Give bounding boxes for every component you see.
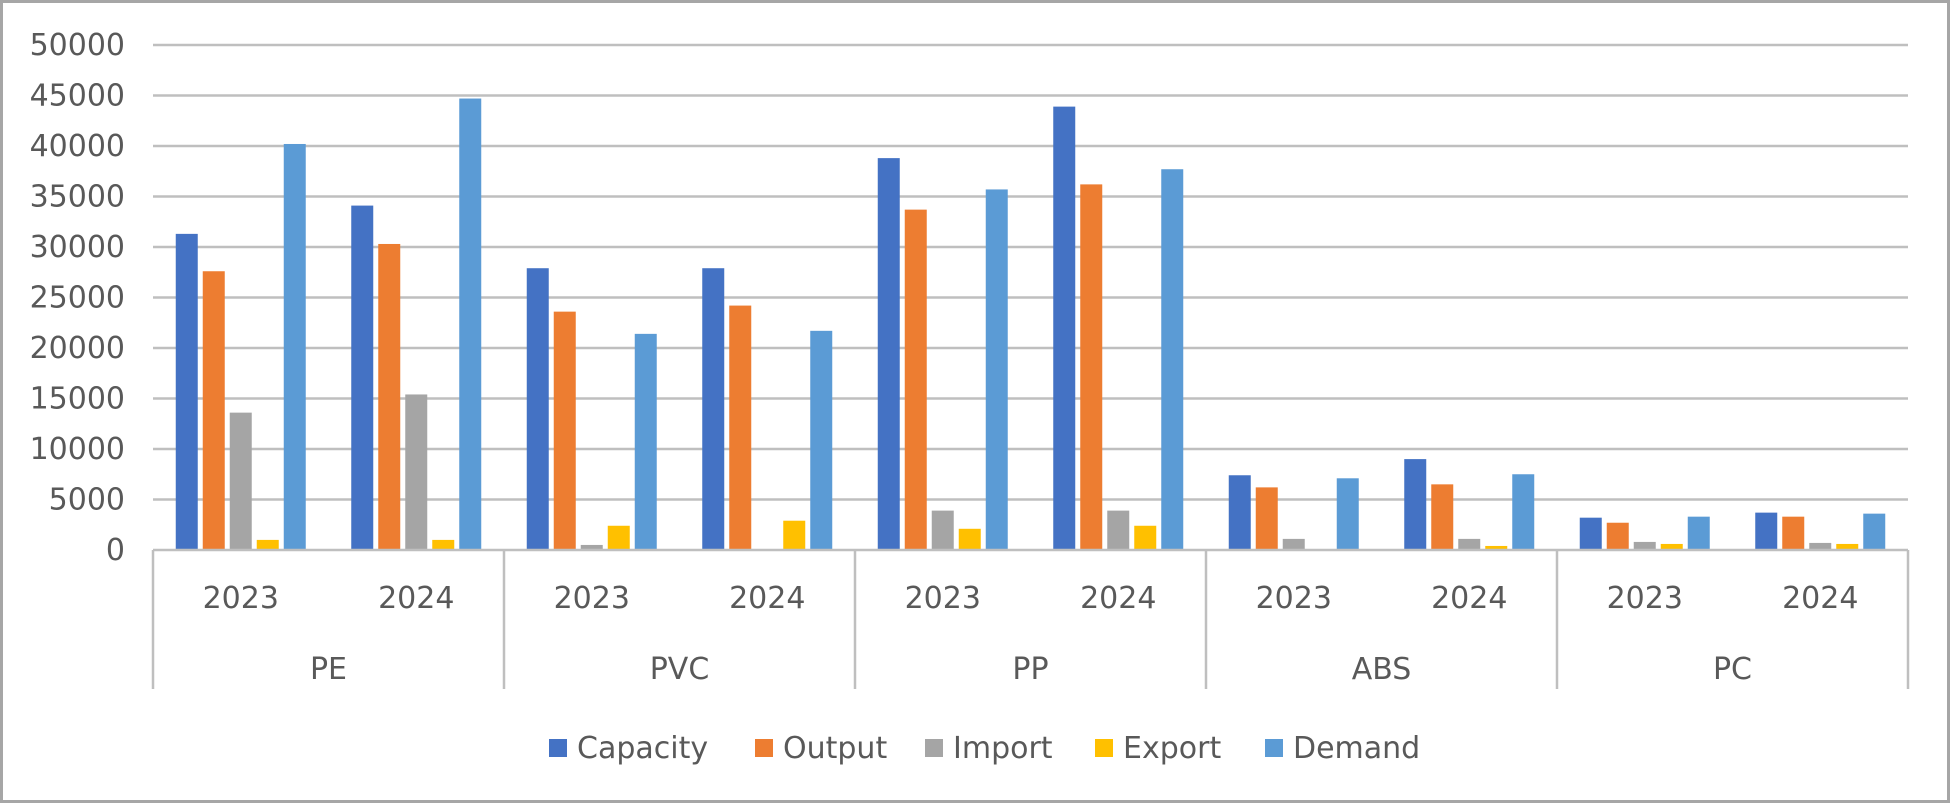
bar-import bbox=[1809, 542, 1832, 550]
x-group-label: PVC bbox=[650, 652, 710, 687]
legend: Capacity Output Import Export Demand bbox=[549, 731, 1420, 766]
bar-export bbox=[607, 525, 630, 550]
bar-demand bbox=[1161, 169, 1184, 551]
x-group-label: PP bbox=[1012, 652, 1048, 687]
bar-export bbox=[256, 539, 279, 550]
bar-output bbox=[1606, 522, 1629, 550]
x-category-label: 2024 bbox=[1431, 581, 1507, 616]
bar-output bbox=[202, 271, 225, 550]
x-category-label: 2023 bbox=[1607, 581, 1683, 616]
x-category-label: 2024 bbox=[729, 581, 805, 616]
y-tick-label: 15000 bbox=[30, 382, 125, 417]
x-category-label: 2023 bbox=[1256, 581, 1332, 616]
bar-import bbox=[1282, 538, 1305, 550]
y-tick-label: 50000 bbox=[30, 28, 125, 63]
bar-demand bbox=[985, 189, 1008, 550]
y-tick-label: 35000 bbox=[30, 180, 125, 215]
bar-capacity bbox=[175, 233, 198, 550]
y-tick-label: 10000 bbox=[30, 432, 125, 467]
bar-export bbox=[432, 539, 455, 550]
bar-demand bbox=[283, 143, 306, 551]
x-category-label: 2023 bbox=[203, 581, 279, 616]
x-category-label: 2024 bbox=[1080, 581, 1156, 616]
legend-label: Capacity bbox=[577, 731, 708, 766]
y-tick-label: 25000 bbox=[30, 281, 125, 316]
legend-item-demand: Demand bbox=[1265, 731, 1420, 766]
bar-import bbox=[931, 510, 954, 550]
legend-item-import: Import bbox=[925, 731, 1053, 766]
bar-import bbox=[229, 412, 252, 550]
bar-import bbox=[1107, 510, 1130, 550]
legend-label: Demand bbox=[1293, 731, 1420, 766]
bar-export bbox=[1134, 525, 1157, 550]
y-tick-label: 45000 bbox=[30, 79, 125, 114]
x-category-label: 2024 bbox=[378, 581, 454, 616]
y-tick-label: 5000 bbox=[49, 483, 125, 518]
legend-label: Import bbox=[953, 731, 1053, 766]
legend-item-output: Output bbox=[755, 731, 887, 766]
bar-demand bbox=[810, 330, 833, 550]
y-tick-label: 40000 bbox=[30, 129, 125, 164]
bar-output bbox=[553, 311, 576, 550]
legend-label: Export bbox=[1123, 731, 1221, 766]
bar-export bbox=[958, 528, 981, 550]
bar-output bbox=[1782, 516, 1805, 550]
bar-output bbox=[378, 243, 401, 550]
bar-import bbox=[580, 544, 603, 550]
bar-output bbox=[1255, 487, 1278, 550]
bar-capacity bbox=[702, 268, 725, 550]
legend-swatch bbox=[1095, 739, 1113, 757]
bar-export bbox=[1485, 545, 1508, 550]
bar-capacity bbox=[1755, 512, 1778, 550]
bars bbox=[175, 98, 1886, 551]
bar-chart: 0 5000 10000 15000 20000 25000 30000 35000 40000… bbox=[30, 28, 1910, 766]
bar-import bbox=[405, 394, 428, 550]
bar-import bbox=[1633, 541, 1656, 550]
bar-capacity bbox=[877, 158, 900, 550]
legend-swatch bbox=[549, 739, 567, 757]
bar-output bbox=[904, 209, 927, 550]
bar-export bbox=[1660, 543, 1683, 550]
bar-capacity bbox=[526, 268, 549, 550]
x-category-label: 2024 bbox=[1782, 581, 1858, 616]
bar-capacity bbox=[1228, 475, 1251, 550]
legend-swatch bbox=[925, 739, 943, 757]
bar-export bbox=[1836, 543, 1859, 550]
x-group-label: PE bbox=[310, 652, 347, 687]
bar-demand bbox=[1863, 513, 1886, 550]
bar-demand bbox=[459, 98, 482, 550]
x-group-label: ABS bbox=[1352, 652, 1412, 687]
bar-capacity bbox=[1579, 517, 1602, 550]
x-category-label: 2023 bbox=[554, 581, 630, 616]
bar-output bbox=[729, 305, 752, 550]
bar-output bbox=[1431, 484, 1454, 550]
bar-capacity bbox=[1053, 106, 1076, 551]
bar-demand bbox=[1687, 516, 1710, 550]
legend-item-export: Export bbox=[1095, 731, 1221, 766]
bar-output bbox=[1080, 184, 1103, 550]
bar-capacity bbox=[1404, 459, 1427, 550]
y-tick-label: 20000 bbox=[30, 331, 125, 366]
x-category-label: 2023 bbox=[905, 581, 981, 616]
bar-export bbox=[783, 520, 806, 550]
legend-item-capacity: Capacity bbox=[549, 731, 708, 766]
legend-swatch bbox=[1265, 739, 1283, 757]
bar-capacity bbox=[351, 205, 374, 550]
x-axis: 2023 2024 PE 2023 2024 PVC 2023 2024 PP 2023 2024 A… bbox=[151, 548, 1910, 689]
bar-demand bbox=[1512, 474, 1535, 550]
legend-label: Output bbox=[783, 731, 887, 766]
y-tick-label: 0 bbox=[106, 533, 125, 568]
bar-import bbox=[1458, 538, 1481, 550]
legend-swatch bbox=[755, 739, 773, 757]
y-axis-ticks: 0 5000 10000 15000 20000 25000 30000 35000 40000… bbox=[30, 28, 125, 568]
gridlines bbox=[153, 43, 1908, 501]
x-group-label: PC bbox=[1713, 652, 1752, 687]
bar-demand bbox=[1336, 478, 1359, 550]
bar-demand bbox=[634, 333, 657, 550]
y-tick-label: 30000 bbox=[30, 230, 125, 265]
